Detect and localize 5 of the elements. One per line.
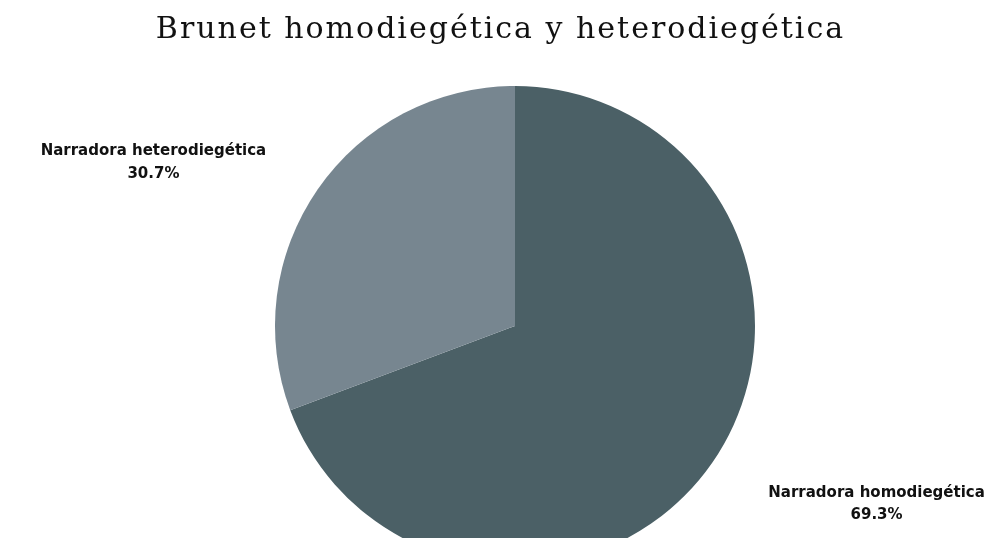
slice-label: Narradora heterodiegética [40, 141, 267, 160]
chart-title: Brunet homodiegética y heterodiegética [154, 9, 847, 47]
slice-label: Narradora homodiegética [768, 482, 985, 501]
data-label: 69.3% [850, 505, 903, 524]
data-label: 30.7% [127, 163, 180, 182]
